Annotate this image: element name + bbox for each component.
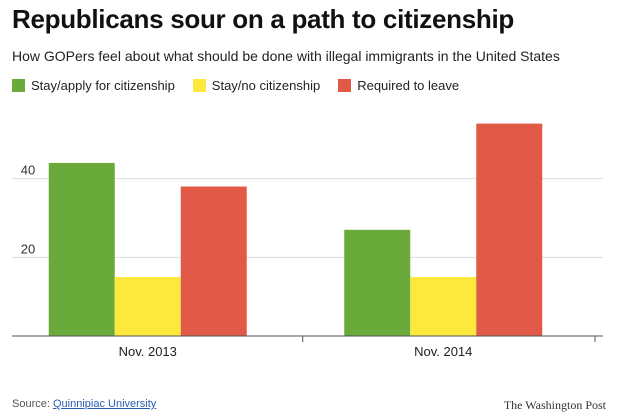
chart-subtitle: How GOPers feel about what should be don… [12,48,560,64]
x-tick-label: Nov. 2014 [414,344,472,359]
y-tick-label: 20 [21,241,35,256]
bar-0-0 [48,162,115,336]
bar-0-2 [180,186,247,336]
legend-swatch-leave [338,79,352,92]
source-link[interactable]: Quinnipiac University [52,398,157,410]
source-prefix: Source: [12,398,53,410]
legend-swatch-stay-no [192,79,206,92]
bar-1-0 [344,229,411,336]
bar-1-1 [410,277,477,336]
legend-item-stay-apply: Stay/apply for citizenship [12,78,175,93]
chart-title: Republicans sour on a path to citizenshi… [12,4,514,34]
legend-label-leave: Required to leave [357,78,460,93]
source-note: Source: Quinnipiac University [12,398,156,410]
legend-item-stay-no: Stay/no citizenship [192,78,321,93]
bars [48,123,543,336]
publisher-logo: The Washington Post [503,398,606,412]
legend: Stay/apply for citizenship Stay/no citiz… [12,78,477,93]
legend-swatch-stay-apply [12,79,25,92]
axes: 20 40 Nov. 2013 Nov. 2014 [12,163,603,359]
y-tick-label: 40 [21,163,35,178]
bar-1-2 [476,123,543,336]
bar-0-1 [114,277,181,336]
x-tick-label: Nov. 2013 [119,344,177,359]
legend-item-leave: Required to leave [338,78,459,93]
legend-label-stay-no: Stay/no citizenship [211,78,321,93]
legend-label-stay-apply: Stay/apply for citizenship [31,78,175,93]
